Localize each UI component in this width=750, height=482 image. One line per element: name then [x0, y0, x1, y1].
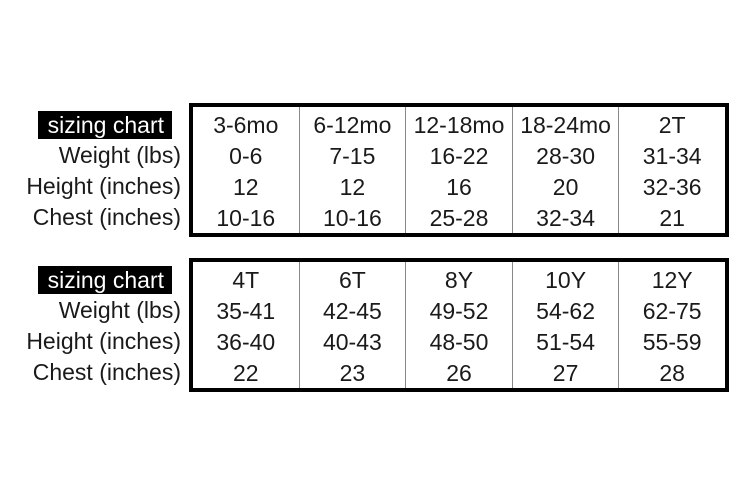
row-label-chest: Chest (inches) — [32, 359, 181, 385]
size-column: 8Y 49-52 48-50 26 — [405, 262, 512, 388]
row-label-height: Height (inches) — [26, 173, 181, 199]
height-cell: 32-36 — [642, 174, 702, 200]
size-column: 10Y 54-62 51-54 27 — [511, 262, 619, 388]
weight-cell: 31-34 — [642, 143, 702, 169]
chest-cell: 21 — [659, 205, 685, 231]
size-column: 12Y 62-75 55-59 28 — [618, 262, 725, 388]
size-grid: 4T 35-41 36-40 22 6T 42-45 40-43 23 8Y 49-52 48-50… — [189, 258, 729, 392]
size-column: 6-12mo 7-15 12 10-16 — [298, 107, 406, 233]
row-label-weight: Weight (lbs) — [58, 297, 181, 323]
size-column: 4T 35-41 36-40 22 — [193, 262, 299, 388]
weight-cell: 7-15 — [329, 143, 376, 169]
row-label-height: Height (inches) — [26, 328, 181, 354]
size-cell: 8Y — [444, 267, 474, 293]
size-column: 12-18mo 16-22 16 25-28 — [405, 107, 512, 233]
size-cell: 12Y — [651, 267, 693, 293]
weight-cell: 62-75 — [642, 298, 702, 324]
weight-cell: 35-41 — [216, 298, 276, 324]
sizing-table-2: sizing chart Weight (lbs) Height (inches… — [0, 258, 750, 394]
chest-cell: 22 — [233, 360, 259, 386]
table-title: sizing chart — [37, 266, 172, 294]
size-grid: 3-6mo 0-6 12 10-16 6-12mo 7-15 12 10-16 12-18mo 1… — [189, 103, 729, 237]
chest-cell: 28 — [659, 360, 685, 386]
height-cell: 36-40 — [216, 329, 276, 355]
height-cell: 20 — [552, 174, 579, 200]
size-column: 2T 31-34 32-36 21 — [618, 107, 725, 233]
row-labels: Weight (lbs) Height (inches) Chest (inch… — [0, 295, 181, 388]
size-cell: 2T — [658, 112, 686, 138]
size-cell: 10Y — [545, 267, 587, 293]
size-cell: 3-6mo — [213, 112, 279, 138]
weight-cell: 0-6 — [229, 143, 263, 169]
chest-cell: 26 — [446, 360, 472, 386]
chest-cell: 10-16 — [216, 205, 276, 231]
height-cell: 51-54 — [536, 329, 595, 355]
height-cell: 48-50 — [429, 329, 489, 355]
height-cell: 12 — [339, 174, 366, 200]
height-cell: 40-43 — [322, 329, 382, 355]
size-cell: 6T — [338, 267, 366, 293]
chest-cell: 32-34 — [536, 205, 595, 231]
chest-cell: 10-16 — [322, 205, 382, 231]
chest-cell: 23 — [339, 360, 366, 386]
row-label-chest: Chest (inches) — [32, 204, 181, 230]
size-cell: 4T — [232, 267, 260, 293]
table-title: sizing chart — [37, 111, 172, 139]
height-cell: 12 — [233, 174, 259, 200]
size-column: 6T 42-45 40-43 23 — [298, 262, 406, 388]
size-cell: 6-12mo — [313, 112, 392, 138]
size-column: 3-6mo 0-6 12 10-16 — [193, 107, 299, 233]
row-labels: Weight (lbs) Height (inches) Chest (inch… — [0, 140, 181, 233]
size-column: 18-24mo 28-30 20 32-34 — [511, 107, 619, 233]
weight-cell: 42-45 — [322, 298, 382, 324]
chest-cell: 27 — [552, 360, 579, 386]
height-cell: 55-59 — [642, 329, 702, 355]
height-cell: 16 — [446, 174, 472, 200]
weight-cell: 49-52 — [429, 298, 489, 324]
chest-cell: 25-28 — [429, 205, 489, 231]
weight-cell: 54-62 — [536, 298, 595, 324]
size-cell: 18-24mo — [520, 112, 611, 138]
size-cell: 12-18mo — [413, 112, 505, 138]
sizing-table-1: sizing chart Weight (lbs) Height (inches… — [0, 103, 750, 239]
weight-cell: 28-30 — [536, 143, 595, 169]
row-label-weight: Weight (lbs) — [58, 142, 181, 168]
weight-cell: 16-22 — [429, 143, 489, 169]
